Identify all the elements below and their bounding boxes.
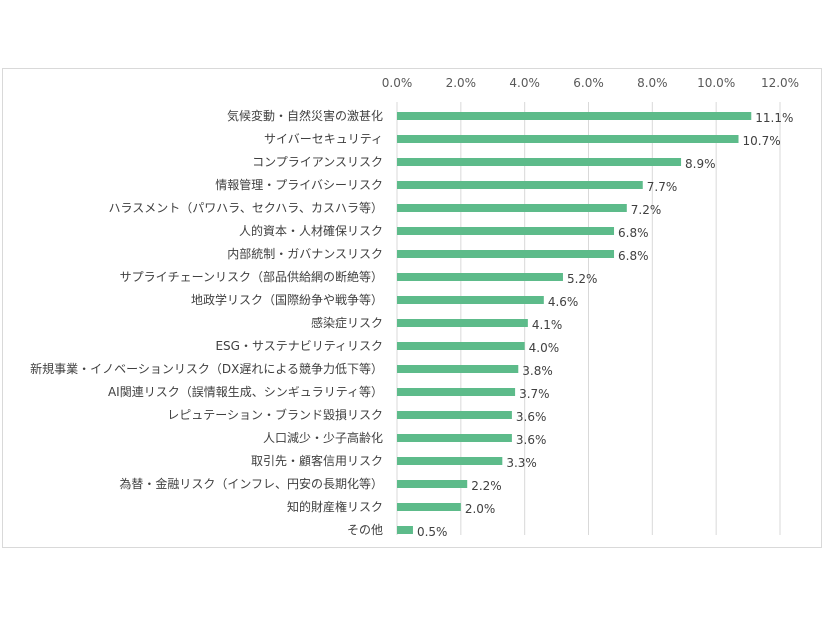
x-tick-label: 2.0% [446, 76, 477, 90]
bar [397, 319, 528, 327]
data-label: 11.1% [755, 111, 793, 125]
x-tick-label: 6.0% [573, 76, 604, 90]
x-tick-label: 12.0% [761, 76, 799, 90]
category-label: 地政学リスク（国際紛争や戦争等） [191, 292, 383, 307]
category-label: 為替・金融リスク（インフレ、円安の長期化等） [119, 476, 383, 491]
x-tick-label: 8.0% [637, 76, 668, 90]
bar [397, 342, 525, 350]
category-label: 新規事業・イノベーションリスク（DX遅れによる競争力低下等） [30, 361, 383, 376]
data-label: 4.0% [529, 341, 560, 355]
data-label: 4.1% [532, 318, 563, 332]
category-label: 情報管理・プライバシーリスク [215, 177, 383, 192]
bar [397, 365, 519, 373]
bar [397, 457, 503, 465]
x-tick-label: 0.0% [382, 76, 413, 90]
bar [397, 112, 752, 120]
data-label: 7.2% [631, 203, 662, 217]
category-label: 人的資本・人材確保リスク [239, 223, 383, 238]
category-label: その他 [347, 523, 383, 537]
bar [397, 480, 468, 488]
data-label: 3.6% [516, 410, 547, 424]
data-label: 3.6% [516, 433, 547, 447]
bar [397, 135, 739, 143]
category-label: 感染症リスク [311, 315, 383, 330]
chart-frame: 0.0% 2.0% 4.0% 6.0% 8.0% 10.0% 12.0% 気候変動・自然災害の… [2, 68, 822, 548]
data-label: 7.7% [647, 180, 678, 194]
bar [397, 388, 516, 396]
category-label: コンプライアンスリスク [252, 155, 383, 169]
category-label: サイバーセキュリティ [264, 132, 383, 146]
category-label: 取引先・顧客信用リスク [251, 453, 383, 468]
bar [397, 434, 512, 442]
bar-chart: 0.0% 2.0% 4.0% 6.0% 8.0% 10.0% 12.0% 気候変動・自然災害の… [30, 76, 799, 539]
bar [397, 273, 563, 281]
data-label: 6.8% [618, 226, 649, 240]
bar [397, 227, 615, 235]
data-label: 0.5% [417, 525, 448, 539]
data-label: 10.7% [743, 134, 781, 148]
category-label: AI関連リスク（誤情報生成、シンギュラリティ等） [108, 384, 383, 399]
category-label: ESG・サステナビリティリスク [215, 339, 383, 353]
data-label: 3.8% [522, 364, 553, 378]
category-label: ハラスメント（パワハラ、セクハラ、カスハラ等） [108, 201, 383, 215]
category-label: 人口減少・少子高齢化 [263, 430, 383, 445]
x-tick-label: 10.0% [697, 76, 735, 90]
bar [397, 526, 413, 534]
bar [397, 411, 512, 419]
data-label: 8.9% [685, 157, 716, 171]
bar [397, 181, 643, 189]
bar [397, 503, 461, 511]
data-label: 5.2% [567, 272, 598, 286]
data-label: 3.3% [506, 456, 537, 470]
bar [397, 158, 682, 166]
data-label: 6.8% [618, 249, 649, 263]
x-tick-label: 4.0% [509, 76, 540, 90]
category-label: サプライチェーンリスク（部品供給網の断絶等） [120, 269, 383, 284]
category-label: 内部統制・ガバナンスリスク [227, 246, 383, 261]
data-label: 2.0% [465, 502, 496, 516]
category-label: 知的財産権リスク [287, 499, 383, 514]
category-label: レピュテーション・ブランド毀損リスク [167, 407, 383, 422]
bar [397, 250, 615, 258]
data-label: 4.6% [548, 295, 579, 309]
category-label: 気候変動・自然災害の激甚化 [227, 108, 383, 123]
data-label: 3.7% [519, 387, 550, 401]
bar [397, 204, 627, 212]
data-label: 2.2% [471, 479, 502, 493]
bar [397, 296, 544, 304]
